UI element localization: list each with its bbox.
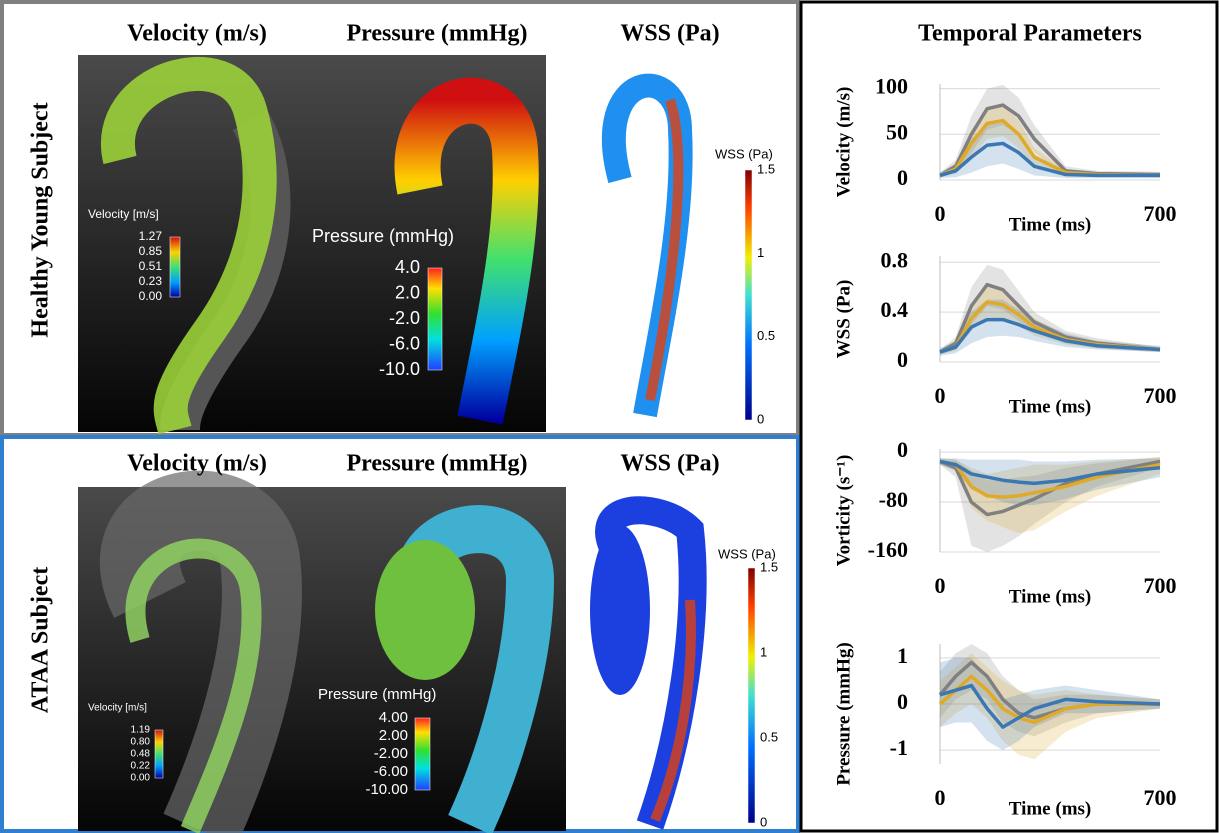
x-axis-label: Time (ms) — [1009, 214, 1092, 235]
colorbar-tick-label: 0.85 — [139, 244, 163, 258]
column-header: Pressure (mmHg) — [346, 451, 527, 477]
colorbar-tick-label: -6.0 — [389, 333, 420, 353]
colorbar-tick-label: -2.0 — [389, 308, 420, 328]
line — [939, 317, 1161, 354]
colorbar-title: WSS (Pa) — [718, 546, 776, 561]
colorbar-tick-label: 0.80 — [131, 737, 151, 748]
colorbar-title: Pressure (mmHg) — [312, 226, 454, 246]
line — [939, 141, 1160, 178]
row-label: Healthy Young Subject — [28, 102, 54, 337]
y-tick-label: 0 — [897, 165, 908, 190]
column-header: WSS (Pa) — [620, 21, 719, 47]
column-header: WSS (Pa) — [620, 451, 719, 477]
y-tick-label: 0.8 — [881, 247, 909, 272]
y-axis-label: Velocity (m/s) — [833, 87, 854, 198]
colorbar-tick-label: -6.00 — [374, 763, 408, 780]
y-tick-label: -80 — [879, 487, 908, 512]
wss-hotspot — [650, 599, 696, 822]
colorbar-tick-label: 0.51 — [139, 259, 163, 273]
colorbar-tick-label: -2.00 — [374, 745, 408, 762]
x-tick-label: 700 — [1144, 785, 1177, 810]
colorbar-tick-label: -10.0 — [379, 359, 420, 379]
colorbar — [154, 729, 164, 779]
colorbar-tick-label: 1.27 — [139, 229, 163, 243]
y-tick-label: 0 — [897, 347, 908, 372]
pressure-map — [394, 77, 539, 425]
x-axis-label: Time (ms) — [1009, 798, 1092, 819]
y-tick-label: 1 — [897, 643, 908, 668]
colorbar — [747, 567, 756, 824]
panel-title: Temporal Parameters — [918, 21, 1142, 47]
colorbar — [414, 717, 431, 791]
column-header: Velocity (m/s) — [127, 21, 267, 47]
y-axis-label: Vorticity (s⁻¹) — [833, 455, 854, 567]
line — [939, 683, 1161, 729]
colorbar-title: Pressure (mmHg) — [318, 686, 436, 703]
colorbar-tick-label: 1.5 — [760, 559, 778, 574]
panel-border — [799, 0, 1219, 833]
colorbar-tick-label: 1 — [760, 644, 767, 659]
error-band — [940, 644, 1160, 737]
y-tick-label: 50 — [886, 119, 908, 144]
y-tick-label: 0.4 — [881, 297, 909, 322]
colorbar — [427, 267, 443, 371]
error-band — [940, 457, 1160, 552]
colorbar-tick-label: 2.0 — [395, 282, 420, 302]
colorbar-title: WSS (Pa) — [715, 146, 773, 161]
colorbar — [744, 169, 753, 421]
colorbar-tick-label: -10.00 — [365, 781, 408, 798]
y-axis-label: WSS (Pa) — [833, 280, 854, 359]
error-band — [940, 653, 1160, 760]
x-tick-label: 0 — [935, 383, 946, 408]
colorbar-tick-label: 0 — [760, 814, 767, 829]
wss-hotspot — [645, 98, 684, 401]
y-tick-label: 0 — [897, 689, 908, 714]
line — [939, 282, 1161, 354]
colorbar-tick-label: 0.23 — [139, 274, 163, 288]
colorbar-tick-label: 1.5 — [757, 161, 775, 176]
line — [939, 459, 1161, 499]
column-header: Pressure (mmHg) — [346, 21, 527, 47]
x-tick-label: 700 — [1144, 573, 1177, 598]
colorbar-title: Velocity [m/s] — [88, 207, 159, 221]
x-tick-label: 0 — [935, 573, 946, 598]
pressure-map — [375, 540, 475, 680]
x-axis-label: Time (ms) — [1009, 586, 1092, 607]
colorbar-tick-label: 0.5 — [757, 328, 775, 343]
column-header: Velocity (m/s) — [127, 451, 267, 477]
colorbar — [169, 236, 181, 298]
line — [938, 674, 1160, 725]
x-tick-label: 700 — [1144, 383, 1177, 408]
x-axis-label: Time (ms) — [1009, 396, 1092, 417]
colorbar-tick-label: 2.00 — [379, 727, 408, 744]
colorbar-tick-label: 1.19 — [131, 725, 151, 736]
colorbar-tick-label: 0.22 — [131, 761, 151, 772]
y-tick-label: 100 — [875, 74, 908, 99]
colorbar-tick-label: 0 — [757, 411, 764, 426]
x-tick-label: 0 — [935, 785, 946, 810]
colorbar-tick-label: 0.5 — [760, 729, 778, 744]
y-tick-label: -160 — [868, 537, 908, 562]
error-band — [940, 120, 1160, 179]
line — [939, 459, 1161, 486]
wss-map — [595, 496, 707, 830]
colorbar-tick-label: 1 — [757, 245, 764, 260]
wss-map — [590, 525, 650, 695]
x-tick-label: 0 — [935, 201, 946, 226]
colorbar-tick-label: 4.0 — [395, 257, 420, 277]
colorbar-tick-label: 0.00 — [131, 773, 151, 784]
colorbar-title: Velocity [m/s] — [88, 703, 147, 714]
y-tick-label: -1 — [890, 735, 908, 760]
colorbar-tick-label: 0.00 — [139, 289, 163, 303]
colorbar-tick-label: 0.48 — [131, 749, 151, 760]
y-axis-label: Pressure (mmHg) — [833, 642, 854, 785]
velocity-streamlines — [101, 57, 277, 435]
velocity-streamlines — [125, 538, 262, 833]
row-label: ATAA Subject — [28, 567, 54, 713]
colorbar-tick-label: 4.00 — [379, 709, 408, 726]
y-tick-label: 0 — [897, 437, 908, 462]
x-tick-label: 700 — [1144, 201, 1177, 226]
